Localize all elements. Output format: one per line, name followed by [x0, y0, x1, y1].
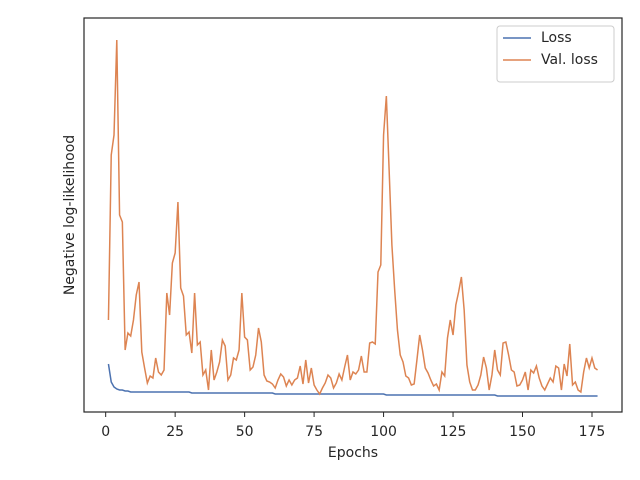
plot-frame: [83, 17, 623, 413]
legend-box: [496, 25, 615, 83]
x-tick-label: 150: [509, 424, 536, 440]
x-tick-label: 175: [579, 424, 606, 440]
x-tick-label: 50: [236, 424, 254, 440]
x-tick-label: 25: [166, 424, 184, 440]
x-tick-label: 0: [101, 424, 110, 440]
x-axis-label: Epochs: [328, 445, 378, 461]
legend-label: Loss: [541, 30, 572, 46]
line-series: [107, 363, 598, 397]
x-tick-label: 75: [305, 424, 323, 440]
x-tick-label: 100: [370, 424, 397, 440]
legend-label: Val. loss: [541, 52, 598, 68]
y-axis-label: Negative log-likelihood: [62, 135, 78, 295]
x-tick-label: 125: [440, 424, 467, 440]
line-series: [107, 39, 598, 396]
